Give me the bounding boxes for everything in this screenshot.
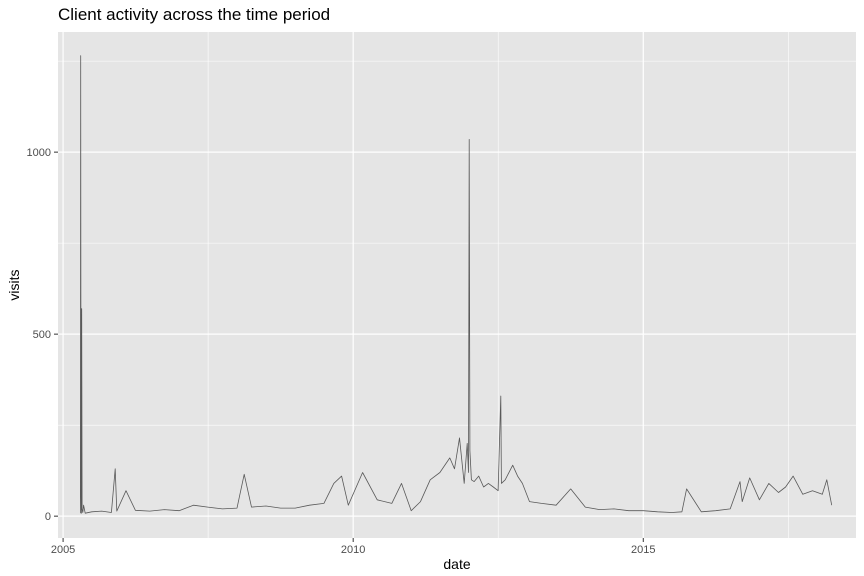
y-tick-label: 1000 [27, 147, 51, 159]
y-tick-label: 0 [45, 511, 51, 523]
grid-lines [58, 32, 856, 538]
x-axis-title: date [443, 556, 470, 572]
y-tick-label: 500 [33, 329, 51, 341]
y-axis-title: visits [6, 269, 22, 300]
axes: 2005 2010 2015 0 500 1000 [27, 147, 656, 556]
x-tick-label: 2015 [631, 544, 655, 556]
series-line [80, 55, 833, 514]
series-layer [80, 55, 833, 514]
chart-title: Client activity across the time period [58, 5, 331, 24]
x-tick-label: 2010 [341, 544, 365, 556]
plot-panel [58, 32, 856, 538]
x-tick-label: 2005 [51, 544, 75, 556]
